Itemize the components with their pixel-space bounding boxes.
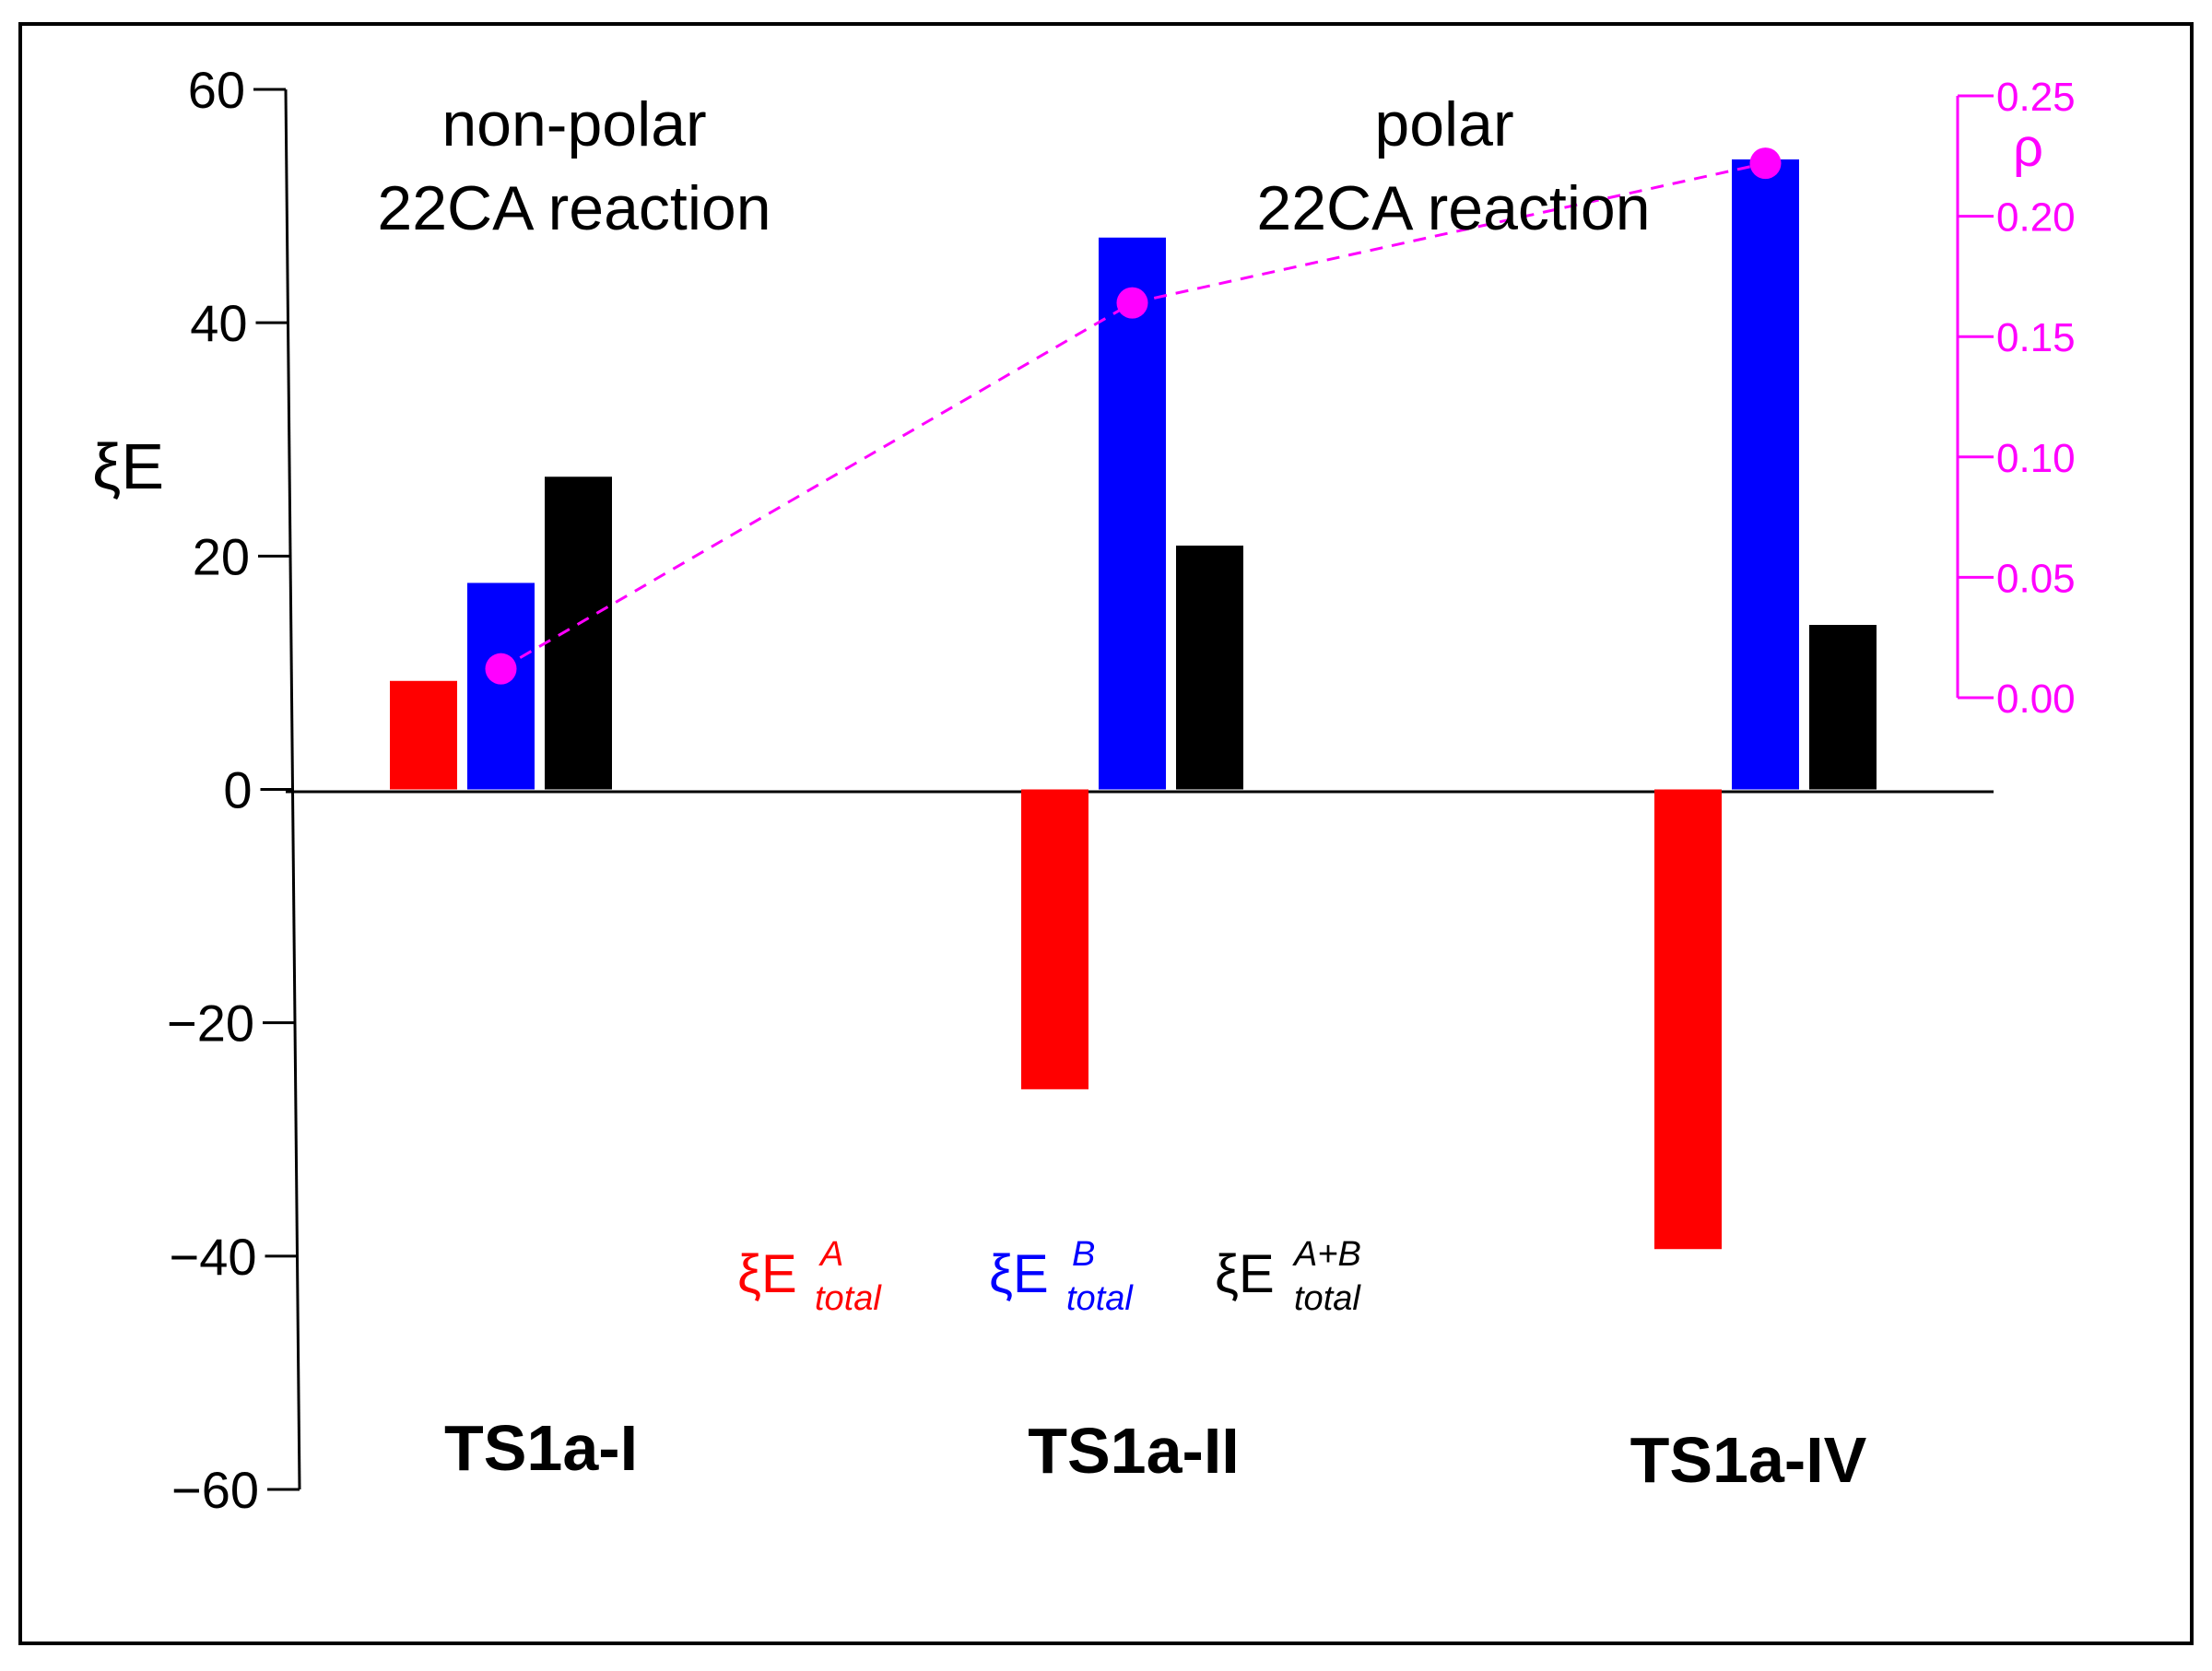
secondary-tick-label: 0.10 [1996, 436, 2076, 481]
legend-ab-sup: A+B [1292, 1235, 1361, 1274]
legend-a-sub: total [815, 1279, 882, 1318]
bar-ab-3 [1809, 625, 1877, 789]
rho-point-3 [1750, 147, 1782, 179]
category-label-1: TS1a-I [444, 1412, 638, 1484]
bar-ab-1 [545, 477, 612, 789]
y-tick-label: 0 [223, 761, 252, 819]
bar-b-2 [1099, 238, 1166, 790]
y-tick-label: −60 [171, 1461, 259, 1519]
rho-point-1 [486, 653, 517, 685]
y-axis-label: ξE [92, 430, 164, 502]
chart-figure: 60 40 20 0 −20 −40 −60 0.25 0.20 0.15 0.10 0.05 0.0… [0, 0, 2212, 1666]
annotation-polar-line1: polar [1374, 89, 1513, 159]
category-label-3: TS1a-IV [1630, 1424, 1867, 1496]
bar-b-3 [1732, 159, 1799, 790]
secondary-axis-label: ρ [2013, 118, 2043, 178]
secondary-tick-label: 0.25 [1996, 75, 2076, 120]
secondary-tick-label: 0.20 [1996, 195, 2076, 241]
legend-a-sup: A [818, 1235, 843, 1274]
bar-b-1 [467, 582, 535, 789]
legend-b-sup: B [1072, 1235, 1095, 1274]
bar-a-1 [390, 681, 457, 790]
y-tick-label: 40 [190, 294, 247, 352]
y-tick-label: −20 [167, 994, 254, 1053]
rho-point-2 [1117, 288, 1148, 319]
bar-a-2 [1021, 790, 1088, 1089]
legend-a-symbol: ξE [737, 1244, 797, 1304]
chart-svg: 60 40 20 0 −20 −40 −60 0.25 0.20 0.15 0.10 0.05 0.0… [0, 0, 2212, 1666]
category-label-2: TS1a-II [1028, 1415, 1240, 1487]
legend-b-sub: total [1066, 1279, 1134, 1318]
annotation-polar-line2: 22CA reaction [1256, 173, 1650, 243]
y-tick-label: −40 [170, 1228, 257, 1286]
legend-ab-symbol: ξE [1215, 1244, 1275, 1304]
secondary-tick-label: 0.15 [1996, 315, 2076, 360]
y-tick-label: 20 [193, 527, 250, 585]
annotation-non-polar-line2: 22CA reaction [377, 173, 771, 243]
secondary-tick-label: 0.05 [1996, 556, 2076, 601]
legend-b-symbol: ξE [989, 1244, 1049, 1304]
bar-a-3 [1654, 790, 1722, 1250]
legend-ab-sub: total [1294, 1279, 1361, 1318]
annotation-non-polar-line1: non-polar [441, 89, 706, 159]
bar-ab-2 [1176, 546, 1243, 790]
secondary-tick-label: 0.00 [1996, 677, 2076, 722]
y-tick-label: 60 [188, 61, 245, 119]
